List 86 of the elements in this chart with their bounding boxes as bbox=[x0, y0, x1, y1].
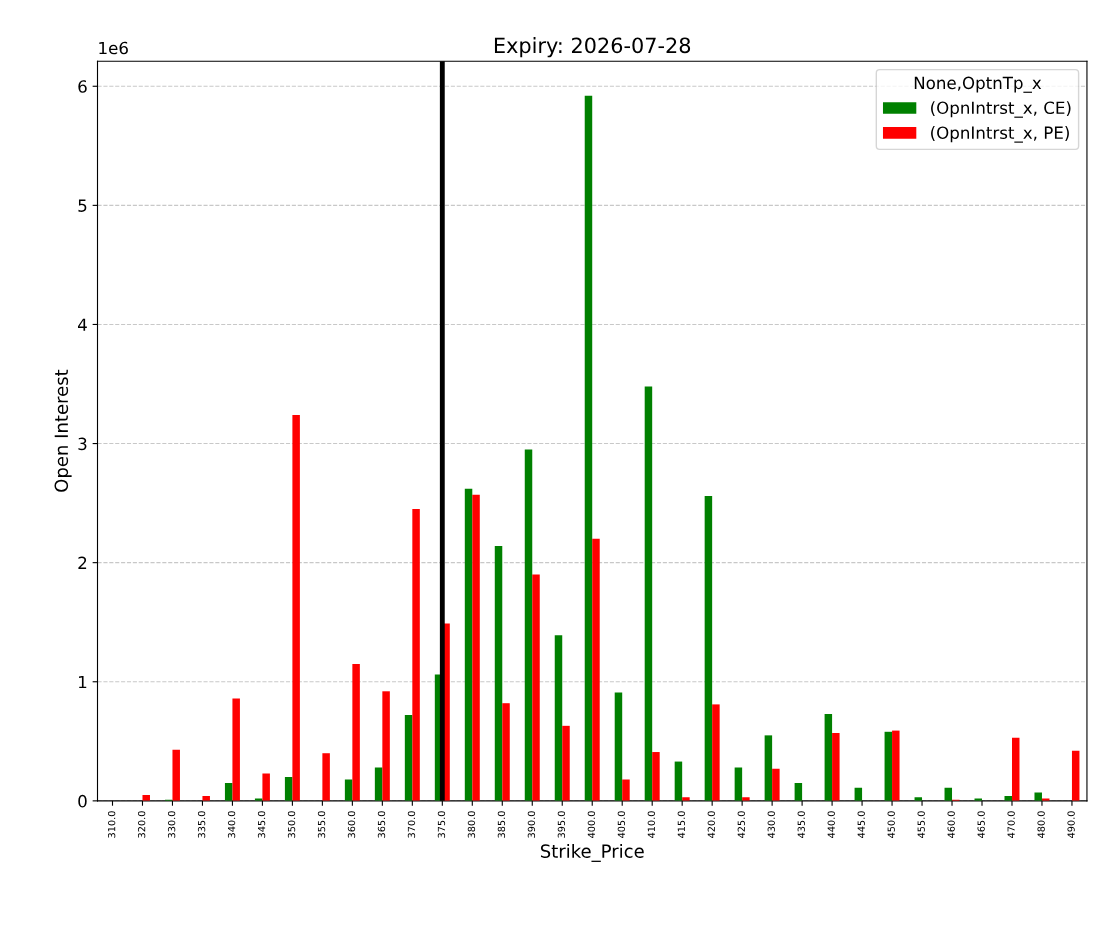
x-tick-label: 480.0 bbox=[1037, 811, 1045, 838]
bar bbox=[584, 95, 593, 801]
bar bbox=[674, 761, 683, 801]
x-tick-label: 320.0 bbox=[137, 811, 146, 838]
x-tick-label: 400.0 bbox=[587, 811, 596, 838]
bar bbox=[622, 779, 630, 801]
x-tick-label: 385.0 bbox=[497, 811, 506, 838]
bar bbox=[704, 495, 713, 801]
x-tick-label: 365.0 bbox=[377, 811, 386, 838]
x-tick-label: 395.0 bbox=[557, 811, 566, 838]
bar bbox=[772, 768, 780, 801]
x-tick-label: 330.0 bbox=[167, 811, 176, 838]
x-tick-label: 420.0 bbox=[707, 811, 715, 838]
x-tick-label: 355.0 bbox=[317, 811, 326, 838]
x-tick-label: 410.0 bbox=[647, 811, 656, 838]
x-tick-label: 460.0 bbox=[947, 811, 955, 838]
x-tick-label: 345.0 bbox=[257, 811, 266, 838]
bar bbox=[1011, 737, 1020, 801]
x-tick-label: 310.0 bbox=[107, 811, 116, 838]
y-tick-label: 0 bbox=[78, 794, 87, 808]
y-axis-title: Open Interest bbox=[54, 369, 72, 492]
bar bbox=[382, 691, 390, 801]
legend-label: (OpnIntrst_x, PE) bbox=[931, 126, 1069, 143]
bar bbox=[262, 773, 270, 801]
bar bbox=[502, 703, 510, 801]
bar bbox=[884, 731, 893, 801]
x-tick-label: 455.0 bbox=[917, 811, 925, 838]
bar bbox=[644, 386, 653, 801]
x-tick-label: 350.0 bbox=[287, 811, 296, 838]
bar bbox=[464, 488, 473, 801]
x-tick-label: 335.0 bbox=[197, 811, 206, 838]
x-tick-label: 430.0 bbox=[767, 811, 775, 838]
bar bbox=[554, 635, 563, 801]
bar bbox=[734, 767, 743, 801]
bar bbox=[1034, 792, 1042, 801]
bar bbox=[562, 725, 570, 801]
x-tick-label: 405.0 bbox=[617, 811, 626, 838]
bar bbox=[292, 414, 300, 801]
y-tick-label: 1 bbox=[79, 675, 87, 689]
x-tick-label: 445.0 bbox=[857, 811, 865, 838]
bar bbox=[764, 735, 773, 801]
x-tick-label: 360.0 bbox=[347, 811, 356, 838]
x-tick-label: 440.0 bbox=[827, 811, 835, 838]
bar bbox=[232, 698, 240, 801]
bar bbox=[494, 545, 503, 801]
x-tick-label: 465.0 bbox=[977, 811, 985, 838]
legend-title: None,OptnTp_x bbox=[914, 76, 1042, 93]
bar bbox=[172, 749, 180, 801]
y-tick-label: 3 bbox=[78, 437, 87, 451]
y-tick-label: 6 bbox=[78, 80, 87, 93]
chart-title: Expiry: 2026-07-28 bbox=[494, 37, 691, 58]
bar bbox=[532, 574, 540, 801]
bar bbox=[712, 704, 720, 801]
bar bbox=[524, 449, 533, 801]
x-tick-label: 435.0 bbox=[797, 811, 805, 838]
bar bbox=[892, 730, 900, 801]
legend-label: (OpnIntrst_x, CE) bbox=[931, 101, 1071, 118]
x-tick-label: 390.0 bbox=[527, 811, 536, 838]
x-tick-label: 450.0 bbox=[887, 811, 895, 838]
bar bbox=[412, 509, 420, 801]
x-tick-label: 380.0 bbox=[467, 811, 476, 838]
bar bbox=[344, 779, 353, 801]
bar bbox=[352, 663, 360, 801]
bar bbox=[472, 494, 480, 801]
bar bbox=[652, 752, 660, 801]
x-tick-label: 415.0 bbox=[677, 811, 685, 838]
x-tick-label: 470.0 bbox=[1007, 811, 1015, 838]
bar bbox=[824, 713, 833, 801]
bar bbox=[374, 767, 383, 801]
bar bbox=[1071, 750, 1080, 801]
text: 1e6 bbox=[99, 41, 128, 55]
x-tick-label: 370.0 bbox=[407, 811, 416, 838]
y-tick-label: 4 bbox=[77, 318, 87, 331]
x-tick-label: 340.0 bbox=[227, 811, 236, 838]
x-tick-label: 490.0 bbox=[1067, 811, 1075, 838]
bar bbox=[614, 692, 623, 801]
bar bbox=[404, 715, 413, 801]
bar bbox=[284, 777, 293, 801]
bar bbox=[592, 538, 600, 801]
y-tick-label: 2 bbox=[78, 556, 87, 569]
x-axis-title: Strike_Price bbox=[540, 843, 644, 862]
y-tick-label: 5 bbox=[78, 199, 87, 212]
bar bbox=[322, 753, 330, 801]
bar bbox=[832, 732, 840, 801]
x-tick-label: 425.0 bbox=[737, 811, 745, 838]
x-tick-label: 375.0 bbox=[437, 811, 446, 838]
